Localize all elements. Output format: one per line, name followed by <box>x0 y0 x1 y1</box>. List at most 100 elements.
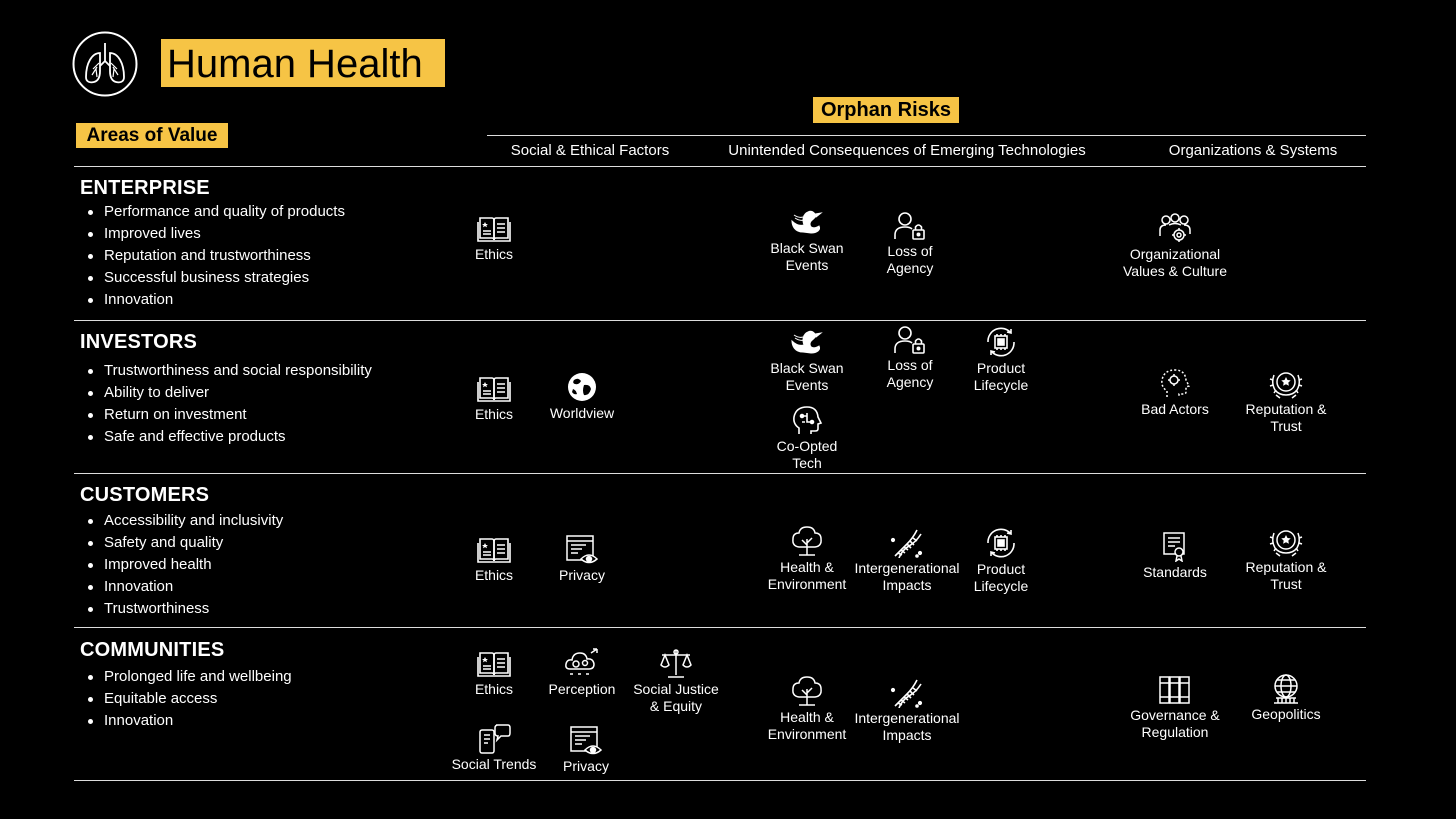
row-divider <box>74 166 1366 167</box>
page-title: Human Health <box>161 39 445 87</box>
tree-icon <box>792 526 822 556</box>
list-item: Prolonged life and wellbeing <box>80 666 292 688</box>
section-title-customers: CUSTOMERS <box>80 484 210 506</box>
document-eye-icon <box>566 535 598 564</box>
risk-label: Intergenerational Impacts <box>854 560 960 593</box>
document-eye-icon <box>570 726 602 755</box>
risk-item-loss-of-agency: Loss of Agency <box>850 209 970 277</box>
risk-item-worldview: Worldview <box>522 371 642 422</box>
book-icon <box>477 377 511 402</box>
areas-of-value-heading: Areas of Value <box>76 123 228 148</box>
risk-label: Governance & Regulation <box>1130 707 1220 740</box>
row-divider <box>74 780 1366 781</box>
swan-icon <box>791 210 822 234</box>
risk-label: Loss of Agency <box>886 243 934 276</box>
bullet-list-investors: Trustworthiness and social responsibilit… <box>80 360 372 448</box>
risk-label: Product Lifecycle <box>973 360 1029 393</box>
list-item: Safety and quality <box>80 532 283 554</box>
people-gear-icon <box>1159 213 1191 243</box>
book-icon <box>477 538 511 563</box>
risk-item-social-trends: Social Trends <box>434 722 554 773</box>
list-item: Accessibility and inclusivity <box>80 510 283 532</box>
books-icon <box>1159 676 1190 704</box>
list-item: Innovation <box>80 576 283 598</box>
laurel-star-icon <box>1269 530 1303 557</box>
section-title-enterprise: ENTERPRISE <box>80 177 210 199</box>
person-lock-icon <box>894 212 925 240</box>
laurel-star-icon <box>1269 372 1303 399</box>
risk-label: Worldview <box>549 405 615 421</box>
risk-label: Privacy <box>563 758 609 774</box>
section-title-investors: INVESTORS <box>80 331 198 353</box>
cloud-gears-icon <box>565 648 598 675</box>
book-icon <box>477 652 511 677</box>
risk-item-ethics: Ethics <box>434 647 554 698</box>
risk-label: Reputation & Trust <box>1245 559 1327 592</box>
risk-item-loss-of-agency: Loss of Agency <box>850 323 970 391</box>
risk-label: Product Lifecycle <box>973 561 1029 594</box>
risk-item-ethics: Ethics <box>434 533 554 584</box>
risk-item-ethics: Ethics <box>434 212 554 263</box>
risk-label: Ethics <box>474 567 514 583</box>
scales-icon <box>660 649 692 678</box>
risk-item-product-lifecycle: Product Lifecycle <box>941 527 1061 595</box>
globe-icon <box>568 373 596 401</box>
risk-item-standards: Standards <box>1115 530 1235 581</box>
list-item: Performance and quality of products <box>80 201 345 223</box>
risk-item-reputation-trust: Reputation & Trust <box>1226 367 1346 435</box>
list-item: Ability to deliver <box>80 382 372 404</box>
risk-item-health-environment: Health & Environment <box>747 525 867 593</box>
risk-label: Ethics <box>474 246 514 262</box>
risk-item-black-swan: Black Swan Events <box>747 206 867 274</box>
risk-item-intergenerational: Intergenerational Impacts <box>847 676 967 744</box>
risk-label: Privacy <box>559 567 605 583</box>
risk-label: Co-Opted Tech <box>776 438 838 471</box>
orphan-risks-heading: Orphan Risks <box>813 97 959 123</box>
person-lock-icon <box>894 326 925 354</box>
risk-label: Black Swan Events <box>770 360 844 393</box>
list-item: Improved health <box>80 554 283 576</box>
head-circuit-icon <box>793 406 822 435</box>
list-item: Trustworthiness <box>80 598 283 620</box>
risk-item-privacy: Privacy <box>526 724 646 775</box>
risk-item-ethics: Ethics <box>434 372 554 423</box>
risk-item-privacy: Privacy <box>522 533 642 584</box>
risk-label: Health & Environment <box>767 559 847 592</box>
risk-item-co-opted-tech: Co-Opted Tech <box>747 404 867 472</box>
risk-label: Black Swan Events <box>770 240 844 273</box>
risk-label: Reputation & Trust <box>1245 401 1327 434</box>
risk-label: Bad Actors <box>1141 401 1209 417</box>
row-divider <box>74 627 1366 628</box>
bullet-list-customers: Accessibility and inclusivity Safety and… <box>80 510 283 620</box>
list-item: Improved lives <box>80 223 345 245</box>
risk-item-perception: Perception <box>522 647 642 698</box>
orphan-risks-divider <box>487 135 1366 136</box>
bullet-list-communities: Prolonged life and wellbeing Equitable a… <box>80 666 292 732</box>
risk-item-intergenerational: Intergenerational Impacts <box>847 526 967 594</box>
risk-label: Social Trends <box>451 756 537 772</box>
dna-icon <box>890 679 923 708</box>
risk-label: Geopolitics <box>1251 706 1321 722</box>
column-header-unintended: Unintended Consequences of Emerging Tech… <box>728 142 1086 159</box>
risk-item-social-justice: Social Justice & Equity <box>616 647 736 715</box>
risk-item-org-values: Organizational Values & Culture <box>1115 212 1235 280</box>
book-icon <box>477 217 511 242</box>
risk-item-bad-actors: Bad Actors <box>1115 367 1235 418</box>
list-item: Equitable access <box>80 688 292 710</box>
risk-item-black-swan: Black Swan Events <box>747 326 867 394</box>
risk-label: Loss of Agency <box>886 357 934 390</box>
column-header-orgs: Organizations & Systems <box>1168 142 1338 159</box>
chip-cycle-icon <box>987 327 1015 357</box>
certificate-icon <box>1163 532 1185 562</box>
list-item: Successful business strategies <box>80 267 345 289</box>
tree-icon <box>792 676 822 706</box>
section-title-communities: COMMUNITIES <box>80 639 225 661</box>
risk-item-reputation-trust: Reputation & Trust <box>1226 525 1346 593</box>
risk-label: Perception <box>548 681 616 697</box>
row-divider <box>74 320 1366 321</box>
risk-label: Organizational Values & Culture <box>1122 246 1227 279</box>
list-item: Innovation <box>80 289 345 311</box>
bullet-list-enterprise: Performance and quality of products Impr… <box>80 201 345 311</box>
dna-icon <box>890 529 923 558</box>
lungs-icon <box>72 31 138 97</box>
